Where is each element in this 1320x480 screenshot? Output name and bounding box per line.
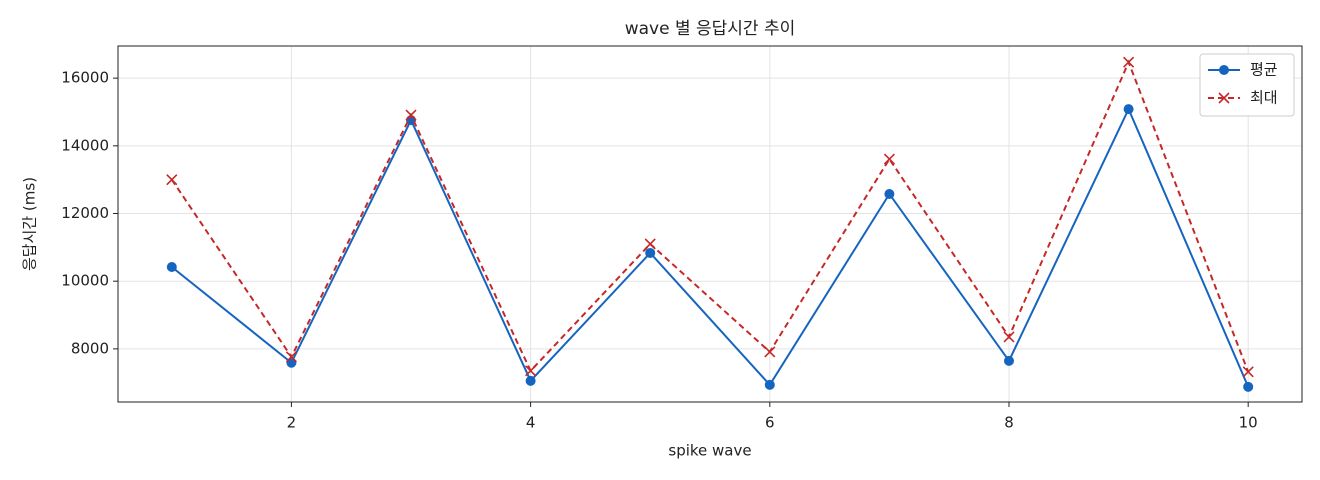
data-point — [1243, 381, 1254, 392]
x-tick-label: 10 — [1239, 414, 1258, 432]
y-tick-label: 10000 — [61, 272, 109, 290]
data-point — [1242, 366, 1254, 378]
data-point — [644, 238, 656, 250]
x-axis-label: spike wave — [668, 442, 751, 460]
marker-stroke — [883, 153, 895, 165]
legend-box — [1199, 53, 1295, 117]
x-tick-label: 4 — [526, 414, 536, 432]
data-point — [1003, 331, 1015, 343]
data-point — [883, 153, 895, 165]
data-point — [166, 261, 177, 272]
x-tick-label: 8 — [1004, 414, 1014, 432]
data-point — [764, 346, 776, 358]
marker-stroke — [1123, 56, 1135, 68]
series-line — [170, 59, 1250, 373]
y-tick-label: 16000 — [61, 69, 109, 87]
data-point — [1123, 104, 1134, 115]
data-point — [764, 379, 775, 390]
data-point — [1003, 355, 1014, 366]
data-point — [525, 375, 536, 386]
data-point — [525, 365, 537, 377]
marker-stroke — [1242, 366, 1254, 378]
data-point — [285, 351, 297, 363]
chart-title: wave 별 응답시간 추이 — [625, 19, 796, 39]
marker-stroke — [1218, 92, 1230, 104]
y-tick-label: 12000 — [61, 204, 109, 222]
marker-stroke — [166, 174, 178, 186]
legend-marker — [1218, 92, 1230, 104]
data-point — [405, 109, 417, 121]
marker-stroke — [405, 109, 417, 121]
legend-marker — [1219, 65, 1229, 75]
plot-frame — [117, 45, 1303, 403]
marker-stroke — [764, 346, 776, 358]
marker-stroke — [644, 238, 656, 250]
x-tick-label: 6 — [765, 414, 775, 432]
y-tick-label: 14000 — [61, 136, 109, 154]
marker-stroke — [525, 365, 537, 377]
marker-stroke — [285, 351, 297, 363]
data-point — [645, 247, 656, 258]
data-point — [166, 174, 178, 186]
data-point — [1123, 56, 1135, 68]
legend-label: 최대 — [1250, 89, 1278, 107]
y-tick-label: 8000 — [71, 339, 109, 357]
y-axis-label: 응답시간 (ms) — [21, 177, 39, 271]
marker-stroke — [1003, 331, 1015, 343]
x-tick-label: 2 — [287, 414, 297, 432]
legend-label: 평균 — [1250, 61, 1278, 79]
series-line — [171, 106, 1250, 388]
data-point — [884, 189, 895, 200]
